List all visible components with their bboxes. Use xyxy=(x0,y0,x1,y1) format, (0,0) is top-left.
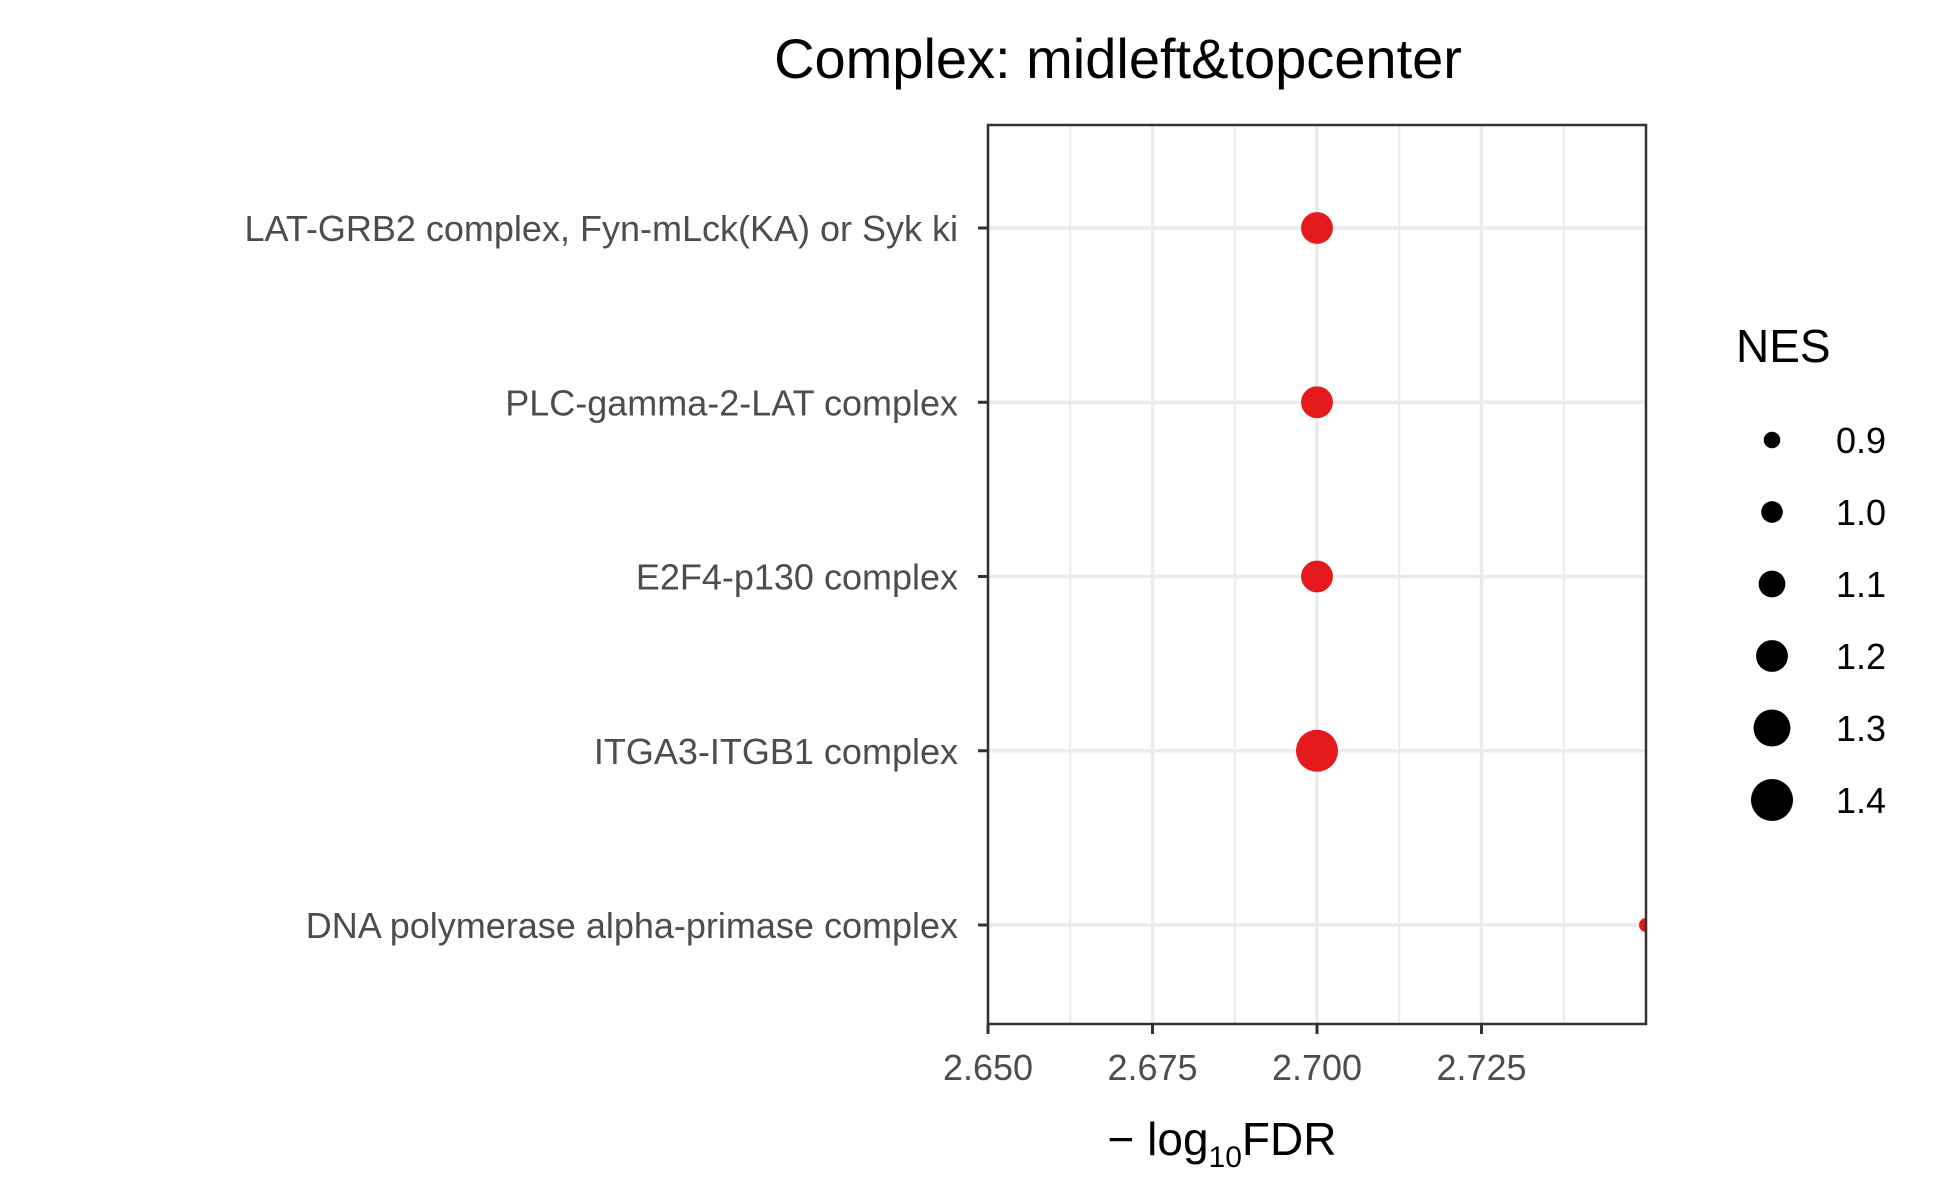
data-point xyxy=(1295,729,1339,772)
legend-key xyxy=(1758,570,1786,598)
data-point xyxy=(1301,560,1333,593)
data-points xyxy=(1295,212,1646,932)
x-tick-label: 2.650 xyxy=(943,1047,1033,1088)
panel-border xyxy=(986,123,1648,1026)
chart-title: Complex: midleft&topcenter xyxy=(774,27,1462,90)
y-tick-label: ITGA3-ITGB1 complex xyxy=(594,731,958,772)
x-axis-title-suffix: FDR xyxy=(1242,1113,1337,1165)
x-axis-title-subscript: 10 xyxy=(1209,1141,1242,1174)
y-tick-label: LAT-GRB2 complex, Fyn-mLck(KA) or Syk ki xyxy=(245,208,958,249)
x-axis-title: − log10FDR xyxy=(1108,1113,1337,1174)
legend-key xyxy=(1761,501,1783,523)
y-tick-label: E2F4-p130 complex xyxy=(636,557,958,598)
x-tick-label: 2.725 xyxy=(1436,1047,1526,1088)
x-tick-label: 2.675 xyxy=(1107,1047,1197,1088)
y-axis: LAT-GRB2 complex, Fyn-mLck(KA) or Syk ki… xyxy=(245,208,988,946)
y-tick-label: DNA polymerase alpha-primase complex xyxy=(306,905,958,946)
legend-label: 1.4 xyxy=(1836,780,1886,821)
legend-label: 1.1 xyxy=(1836,564,1886,605)
x-axis: 2.650 2.675 2.700 2.725 xyxy=(943,1024,1527,1088)
y-tick-label: PLC-gamma-2-LAT complex xyxy=(505,382,958,423)
legend-label: 0.9 xyxy=(1836,420,1886,461)
legend-key xyxy=(1756,640,1788,672)
legend-label: 1.2 xyxy=(1836,636,1886,677)
legend-key xyxy=(1763,431,1781,449)
legend-title: NES xyxy=(1736,320,1831,372)
data-point xyxy=(1301,212,1333,244)
legend-label: 1.3 xyxy=(1836,708,1886,749)
legend-key xyxy=(1750,778,1794,822)
x-tick-label: 2.700 xyxy=(1272,1047,1362,1088)
legend-key xyxy=(1753,709,1791,747)
size-legend: NES 0.9 1.0 1.1 1.2 1.3 1.4 xyxy=(1736,320,1886,822)
legend-label: 1.0 xyxy=(1836,492,1886,533)
data-point xyxy=(1301,386,1333,419)
data-point xyxy=(1639,918,1646,932)
x-axis-title-prefix: − log xyxy=(1108,1113,1209,1165)
